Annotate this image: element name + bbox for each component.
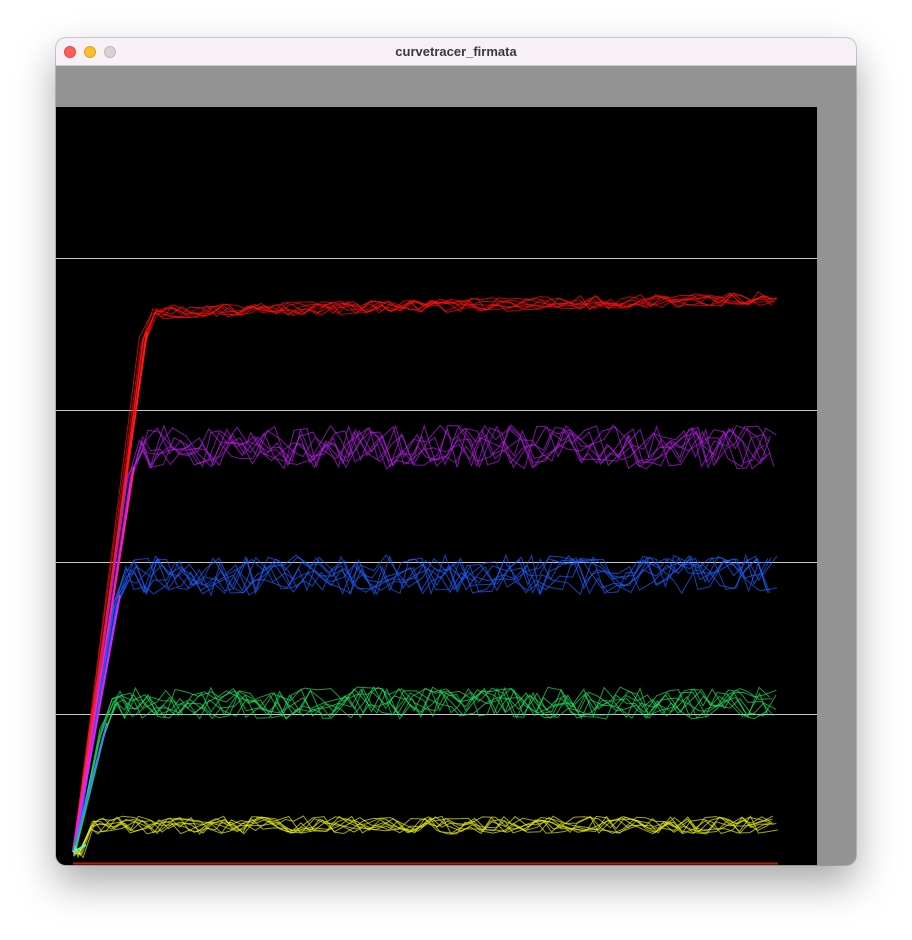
trace-curve [72,291,778,857]
zoom-button[interactable] [104,46,116,58]
minimize-button[interactable] [84,46,96,58]
close-button[interactable] [64,46,76,58]
window-title: curvetracer_firmata [395,44,517,59]
curve-canvas [56,107,817,865]
trace-curve [72,553,778,855]
title-bar[interactable]: curvetracer_firmata [56,38,856,66]
app-window: curvetracer_firmata [56,38,856,865]
trace-curve [72,424,777,857]
trace-curve [72,686,777,857]
curve-plot [56,258,817,865]
trace-curve [72,815,778,859]
